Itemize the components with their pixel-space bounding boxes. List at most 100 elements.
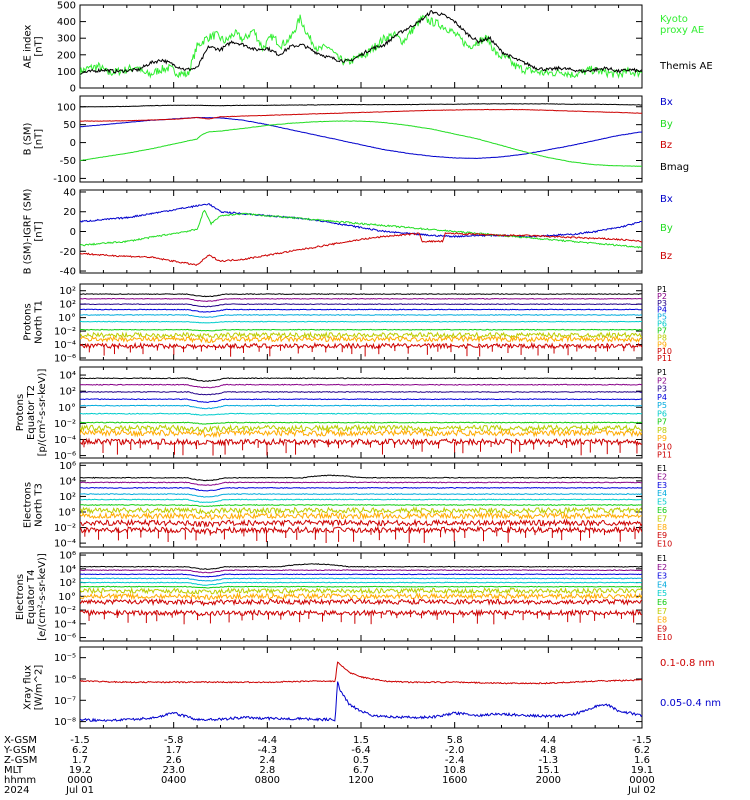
x-tick-label: -6.4 bbox=[351, 745, 371, 756]
x-row-label: Z-GSM bbox=[4, 755, 37, 766]
y-tick-label: 10⁻⁴ bbox=[54, 619, 76, 630]
legend-entry: Kyoto bbox=[660, 14, 688, 25]
y-axis-label: [nT] bbox=[34, 36, 45, 56]
channel-line-p6 bbox=[80, 320, 642, 324]
legend-p5: P5 bbox=[657, 313, 667, 322]
x-tick-label: 5.8 bbox=[447, 735, 463, 746]
legend-p9: P9 bbox=[657, 340, 667, 349]
y-tick-label: 10⁻⁵ bbox=[54, 653, 76, 664]
channel-line-e8 bbox=[80, 511, 642, 521]
legend-p4: P4 bbox=[657, 306, 667, 315]
legend-entry: 0.05-0.4 nm bbox=[660, 698, 721, 709]
x-tick-label: 0000 bbox=[67, 775, 92, 786]
series-line-themis-ae bbox=[80, 9, 642, 75]
legend-p8: P8 bbox=[657, 426, 667, 435]
channel-line-e6 bbox=[80, 504, 642, 507]
legend-e8: E8 bbox=[657, 523, 667, 532]
x-tick-label: Jul 01 bbox=[65, 785, 94, 796]
legend-entry: By bbox=[660, 223, 673, 234]
y-tick-label: 500 bbox=[57, 1, 76, 12]
x-tick-label: 1.7 bbox=[72, 755, 88, 766]
legend-e3: E3 bbox=[657, 481, 667, 490]
y-axis-label: [e/(cm²-s-sr-keV)] bbox=[37, 553, 48, 641]
channel-line-p9 bbox=[80, 335, 642, 344]
legend-e5: E5 bbox=[657, 498, 667, 507]
y-tick-label: 10⁻⁶ bbox=[54, 451, 76, 462]
x-row-label: hhmm bbox=[4, 775, 36, 786]
panel-pe: 10⁴ 10² 10° 10⁻² 10⁻⁴ 10⁻⁶ Protons Equator T2 [p… bbox=[15, 366, 672, 462]
legend-p7: P7 bbox=[657, 418, 667, 427]
y-axis-label: Equator T2 bbox=[26, 385, 37, 440]
channel-line-p9 bbox=[80, 428, 642, 439]
y-tick-label: 200 bbox=[57, 50, 76, 61]
y-tick-label: 10° bbox=[58, 592, 76, 603]
y-tick-label: 20 bbox=[63, 207, 76, 218]
panel-frame bbox=[79, 189, 643, 274]
legend-p9: P9 bbox=[657, 434, 667, 443]
channel-line-p2 bbox=[80, 297, 642, 303]
channel-line-e1 bbox=[80, 474, 642, 482]
y-axis-label: [nT] bbox=[34, 221, 45, 241]
legend-entry: 0.1-0.8 nm bbox=[660, 658, 715, 669]
x-tick-label: 0000 bbox=[629, 775, 654, 786]
series-group bbox=[80, 474, 642, 544]
y-axis-label: [nT] bbox=[34, 129, 45, 149]
channel-line-p3 bbox=[80, 303, 642, 308]
x-tick-label: 6.2 bbox=[634, 745, 650, 756]
x-tick-label: 6.2 bbox=[72, 745, 88, 756]
panel-ee: 10⁶ 10⁴ 10² 10° 10⁻² 10⁻⁴ 10⁻⁶ Electrons Equator… bbox=[15, 551, 672, 645]
y-tick-label: 100 bbox=[57, 67, 76, 78]
y-tick-label: 300 bbox=[57, 34, 76, 45]
channel-line-p1 bbox=[80, 377, 642, 382]
channel-line-p5 bbox=[80, 404, 642, 410]
series-line-bz bbox=[80, 232, 642, 267]
panel-bres: -40 -20 0 20 40 B (SM)-IGRF (SM) [nT] Bx By Bz bbox=[23, 187, 673, 277]
y-tick-label: 10⁻² bbox=[54, 606, 76, 617]
legend-entry: Bx bbox=[660, 194, 673, 205]
channel-line-p8 bbox=[80, 331, 642, 340]
y-tick-label: 50 bbox=[63, 120, 76, 131]
x-tick-label: 2.4 bbox=[259, 755, 275, 766]
y-tick-label: 10⁻² bbox=[54, 523, 76, 534]
x-tick-label: 10.8 bbox=[444, 765, 466, 776]
y-axis-label: Equator T4 bbox=[26, 570, 37, 625]
y-tick-label: 10⁴ bbox=[59, 564, 76, 575]
y-axis-label: Xray flux bbox=[23, 665, 34, 710]
x-tick-label: 1.6 bbox=[634, 755, 650, 766]
y-tick-label: 100 bbox=[57, 102, 76, 113]
x-tick-label: 0.5 bbox=[353, 755, 369, 766]
x-tick-label: 1.5 bbox=[353, 735, 369, 746]
x-row-label: Y-GSM bbox=[3, 745, 36, 756]
channel-line-e5 bbox=[80, 581, 642, 586]
x-tick-label: -2.4 bbox=[445, 755, 465, 766]
legend-e8: E8 bbox=[657, 616, 667, 625]
channel-line-e9 bbox=[80, 518, 642, 529]
legend-e1: E1 bbox=[657, 554, 667, 563]
channel-line-p2 bbox=[80, 383, 642, 389]
series-line-kyoto-proxy-ae bbox=[80, 14, 642, 79]
x-tick-label: 23.0 bbox=[163, 765, 185, 776]
panel-frame bbox=[79, 95, 643, 183]
legend-e1: E1 bbox=[657, 464, 667, 473]
x-tick-label: -1.5 bbox=[70, 735, 90, 746]
legend-p6: P6 bbox=[657, 320, 667, 329]
y-tick-label: -50 bbox=[60, 156, 76, 167]
channel-line-p8 bbox=[80, 423, 642, 433]
legend-e9: E9 bbox=[657, 624, 667, 633]
series-line-bz bbox=[80, 108, 642, 122]
y-tick-label: 10⁴ bbox=[59, 371, 76, 382]
y-tick-label: 10⁻⁸ bbox=[54, 717, 76, 728]
series-group bbox=[80, 661, 642, 723]
channel-line-p4 bbox=[80, 398, 642, 403]
x-tick-label: 0400 bbox=[161, 775, 186, 786]
panel-frame bbox=[79, 366, 643, 459]
x-tick-label: 1200 bbox=[348, 775, 373, 786]
y-axis-label: B (SM)-IGRF (SM) bbox=[23, 189, 34, 275]
legend-e10: E10 bbox=[657, 633, 672, 642]
legend-p3: P3 bbox=[657, 299, 667, 308]
panel-xray: 10⁻⁵ 10⁻⁶ 10⁻⁷ 10⁻⁸ Xray flux [W/m^2] 0.1-0.8 … bbox=[23, 646, 721, 729]
legend-entry: Bz bbox=[660, 251, 672, 262]
